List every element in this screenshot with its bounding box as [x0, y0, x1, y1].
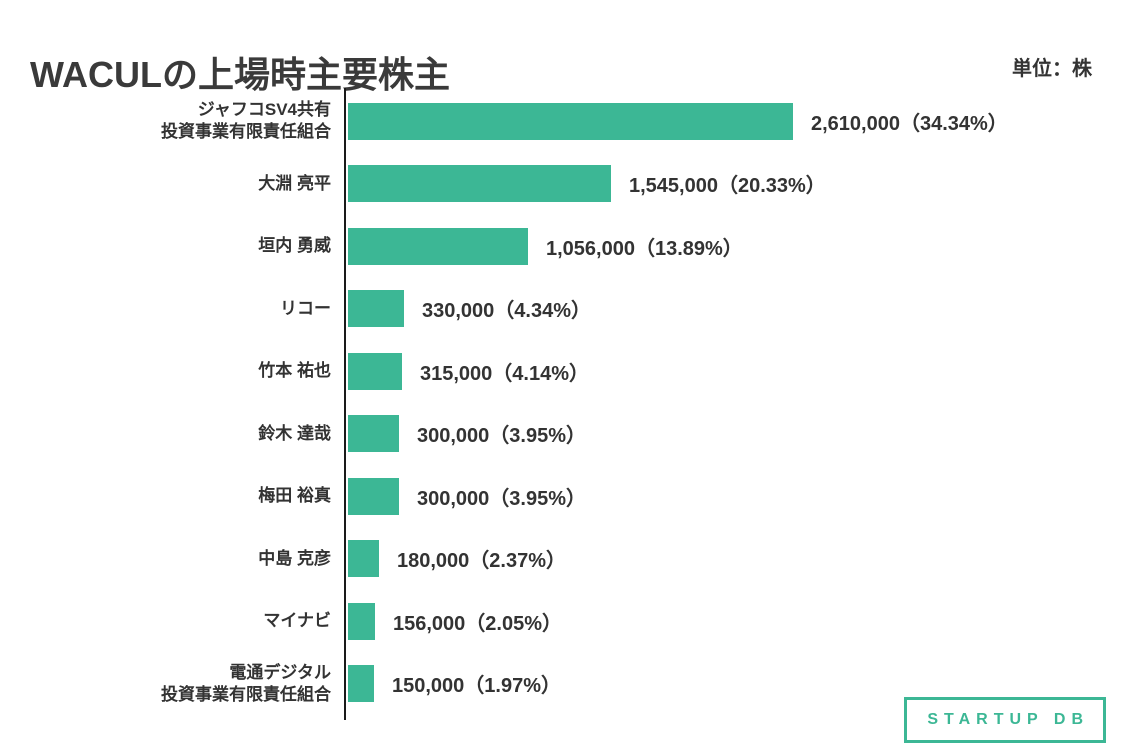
category-label: リコー: [280, 298, 331, 318]
unit-label: 単位：株: [1012, 58, 1092, 80]
bar-area: 156,000（2.05%）: [345, 602, 1132, 640]
bar: [348, 477, 399, 515]
bar-area: 150,000（1.97%）: [345, 665, 1132, 703]
chart-row: マイナビ 156,000（2.05%）: [0, 590, 1132, 653]
chart-row: 垣内 勇威 1,056,000（13.89%）: [0, 215, 1132, 278]
category-label: 鈴木 達哉: [258, 423, 331, 443]
y-axis-line: [344, 88, 346, 720]
value-label: 300,000（3.95%）: [417, 425, 587, 448]
bar: [348, 540, 379, 578]
category-label: 中島 克彦: [258, 548, 331, 568]
value-label: 180,000（2.37%）: [397, 550, 567, 573]
startupdb-logo-text: STARTUP DB: [927, 711, 1089, 728]
value-label: 1,545,000（20.33%）: [629, 175, 826, 198]
bar-area: 300,000（3.95%）: [345, 477, 1132, 515]
category-label: 梅田 裕真: [258, 486, 331, 506]
chart-row: リコー 330,000（4.34%）: [0, 278, 1132, 341]
bar-area: 1,545,000（20.33%）: [345, 165, 1132, 203]
bar: [348, 290, 404, 328]
value-label: 330,000（4.34%）: [422, 300, 592, 323]
page-title: WACULの上場時主要株主: [30, 54, 450, 96]
bar: [348, 665, 374, 703]
startupdb-logo: STARTUP DB: [904, 697, 1106, 743]
category-label: 垣内 勇威: [258, 236, 331, 256]
bar: [348, 227, 528, 265]
value-label: 300,000（3.95%）: [417, 487, 587, 510]
chart-row: 電通デジタル 投資事業有限責任組合 150,000（1.97%）: [0, 653, 1132, 716]
chart-row: 大淵 亮平 1,545,000（20.33%）: [0, 153, 1132, 216]
bar: [348, 165, 611, 203]
category-label: ジャフコSV4共有 投資事業有限責任組合: [161, 100, 331, 142]
bar-area: 2,610,000（34.34%）: [345, 102, 1132, 140]
bar-area: 180,000（2.37%）: [345, 540, 1132, 578]
category-label: マイナビ: [263, 611, 331, 631]
bar: [348, 415, 399, 453]
chart-row: 鈴木 達哉 300,000（3.95%）: [0, 403, 1132, 466]
chart-row: 竹本 祐也 315,000（4.14%）: [0, 340, 1132, 403]
category-label: 電通デジタル 投資事業有限責任組合: [161, 662, 331, 704]
chart-row: 中島 克彦 180,000（2.37%）: [0, 528, 1132, 591]
bar: [348, 352, 402, 390]
value-label: 315,000（4.14%）: [420, 362, 590, 385]
bar-area: 315,000（4.14%）: [345, 352, 1132, 390]
value-label: 156,000（2.05%）: [393, 612, 563, 635]
category-label: 大淵 亮平: [258, 173, 331, 193]
chart-row: 梅田 裕真 300,000（3.95%）: [0, 465, 1132, 528]
value-label: 2,610,000（34.34%）: [811, 112, 1008, 135]
bar-area: 330,000（4.34%）: [345, 290, 1132, 328]
bar-area: 300,000（3.95%）: [345, 415, 1132, 453]
chart-row: ジャフコSV4共有 投資事業有限責任組合 2,610,000（34.34%）: [0, 90, 1132, 153]
category-label: 竹本 祐也: [258, 361, 331, 381]
chart-rows: ジャフコSV4共有 投資事業有限責任組合 2,610,000（34.34%） 大淵 亮…: [0, 90, 1132, 715]
bar-chart: ジャフコSV4共有 投資事業有限責任組合 2,610,000（34.34%） 大淵 亮…: [0, 90, 1132, 715]
value-label: 1,056,000（13.89%）: [546, 237, 743, 260]
bar: [348, 602, 375, 640]
bar: [348, 102, 793, 140]
value-label: 150,000（1.97%）: [392, 675, 562, 698]
bar-area: 1,056,000（13.89%）: [345, 227, 1132, 265]
